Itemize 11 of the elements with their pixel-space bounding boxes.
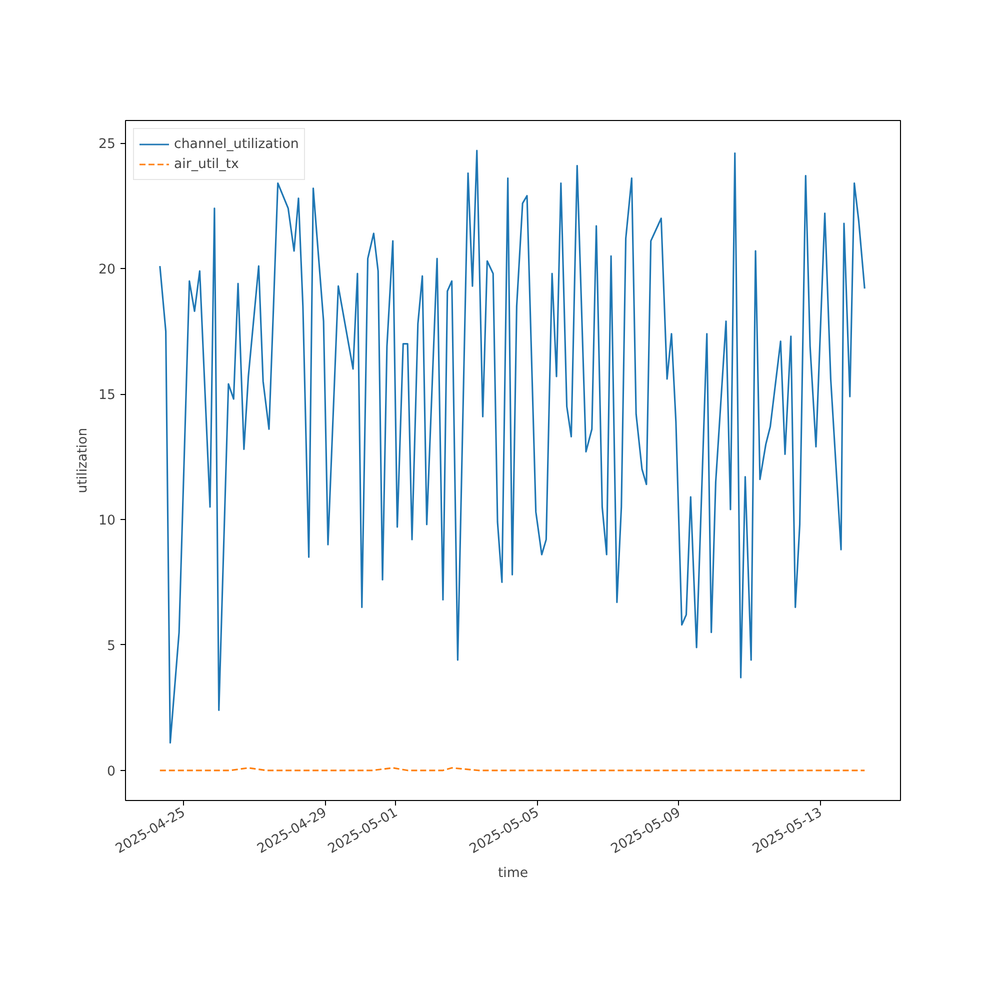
- y-tick-label: 20: [98, 262, 116, 278]
- line-series: [159, 150, 866, 744]
- y-axis-title: utilization: [76, 428, 91, 494]
- y-tick-label: 25: [98, 137, 116, 152]
- legend-label: channel_utilization: [174, 136, 299, 152]
- y-tick-label: 5: [107, 638, 116, 654]
- legend-label: air_util_tx: [174, 156, 239, 172]
- x-axis-title: time: [498, 866, 528, 881]
- y-tick-label: 15: [98, 388, 116, 404]
- y-tick-label: 10: [98, 513, 116, 528]
- y-tick-label: 0: [107, 764, 116, 780]
